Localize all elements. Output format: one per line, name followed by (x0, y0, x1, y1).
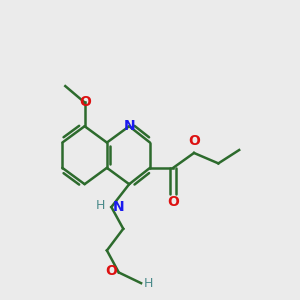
Text: O: O (105, 264, 117, 278)
Text: O: O (189, 134, 200, 148)
Text: N: N (123, 119, 135, 133)
Text: H: H (144, 277, 153, 290)
Text: H: H (95, 199, 105, 212)
Text: N: N (113, 200, 124, 214)
Text: O: O (79, 95, 91, 110)
Text: O: O (167, 196, 179, 209)
